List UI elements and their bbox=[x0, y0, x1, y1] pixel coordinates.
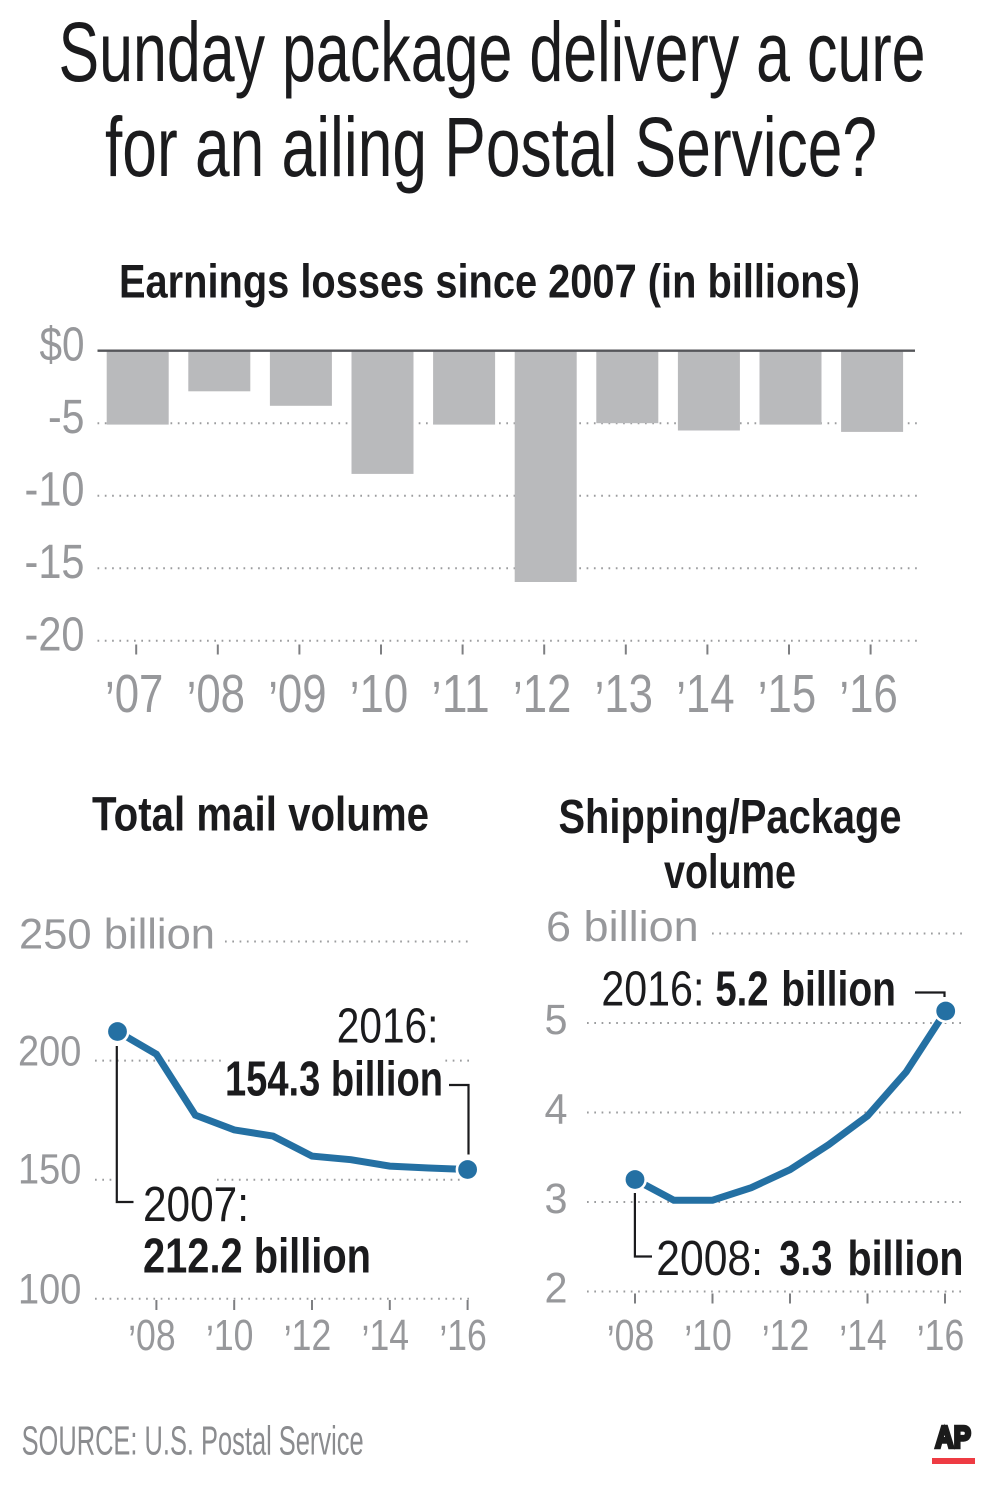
svg-text:$0: $0 bbox=[40, 318, 85, 371]
svg-text:2007:: 2007: bbox=[143, 1178, 249, 1232]
svg-text:4: 4 bbox=[545, 1086, 568, 1133]
svg-text:AP: AP bbox=[935, 1420, 971, 1455]
svg-text:3.3: 3.3 bbox=[779, 1232, 832, 1286]
svg-text:’14: ’14 bbox=[839, 1312, 887, 1366]
svg-text:-10: -10 bbox=[25, 463, 85, 516]
svg-text:Shipping/Package: Shipping/Package bbox=[559, 790, 902, 844]
svg-text:2016:: 2016: bbox=[337, 1000, 439, 1054]
svg-text:Total mail volume: Total mail volume bbox=[92, 788, 429, 842]
svg-text:’08: ’08 bbox=[128, 1312, 176, 1366]
svg-text:Earnings losses since 2007 (in: Earnings losses since 2007 (in billions) bbox=[119, 255, 860, 308]
svg-text:’13: ’13 bbox=[595, 664, 653, 731]
svg-text:250 billion: 250 billion bbox=[19, 911, 215, 958]
svg-text:’07: ’07 bbox=[105, 664, 163, 731]
svg-text:-20: -20 bbox=[25, 608, 85, 661]
svg-text:’08: ’08 bbox=[187, 664, 245, 731]
svg-text:’16: ’16 bbox=[839, 664, 897, 731]
svg-text:’14: ’14 bbox=[362, 1312, 410, 1366]
svg-text:2016:: 2016: bbox=[601, 963, 704, 1017]
svg-text:200: 200 bbox=[18, 1028, 81, 1075]
svg-text:’16: ’16 bbox=[439, 1312, 487, 1366]
svg-text:’11: ’11 bbox=[431, 664, 489, 731]
svg-text:’08: ’08 bbox=[607, 1312, 655, 1366]
svg-text:’16: ’16 bbox=[917, 1312, 965, 1366]
svg-text:for an ailing Postal Service?: for an ailing Postal Service? bbox=[105, 100, 877, 194]
svg-text:-15: -15 bbox=[25, 536, 85, 589]
svg-text:-5: -5 bbox=[48, 391, 85, 444]
svg-text:’15: ’15 bbox=[758, 664, 816, 731]
svg-text:billion: billion bbox=[781, 963, 896, 1017]
svg-text:2: 2 bbox=[545, 1265, 568, 1312]
svg-text:2008:: 2008: bbox=[656, 1232, 763, 1286]
svg-text:212.2 billion: 212.2 billion bbox=[143, 1230, 371, 1284]
svg-text:volume: volume bbox=[664, 845, 796, 899]
svg-text:’10: ’10 bbox=[350, 664, 408, 731]
svg-text:’10: ’10 bbox=[206, 1312, 254, 1366]
svg-text:’12: ’12 bbox=[513, 664, 571, 731]
svg-text:3: 3 bbox=[545, 1175, 568, 1222]
svg-text:SOURCE: U.S. Postal Service: SOURCE: U.S. Postal Service bbox=[22, 1418, 364, 1464]
svg-text:billion: billion bbox=[848, 1232, 964, 1286]
svg-text:150: 150 bbox=[18, 1146, 81, 1193]
svg-text:’10: ’10 bbox=[684, 1312, 732, 1366]
svg-text:’12: ’12 bbox=[284, 1312, 332, 1366]
svg-text:5.2: 5.2 bbox=[715, 963, 768, 1017]
svg-text:’09: ’09 bbox=[268, 664, 326, 731]
svg-text:6 billion: 6 billion bbox=[546, 903, 699, 950]
svg-text:5: 5 bbox=[545, 996, 568, 1043]
svg-text:Sunday package delivery a cure: Sunday package delivery a cure bbox=[59, 5, 926, 99]
svg-text:154.3 billion: 154.3 billion bbox=[225, 1053, 443, 1107]
svg-text:100: 100 bbox=[18, 1266, 81, 1313]
svg-text:’12: ’12 bbox=[762, 1312, 810, 1366]
svg-text:’14: ’14 bbox=[676, 664, 734, 731]
